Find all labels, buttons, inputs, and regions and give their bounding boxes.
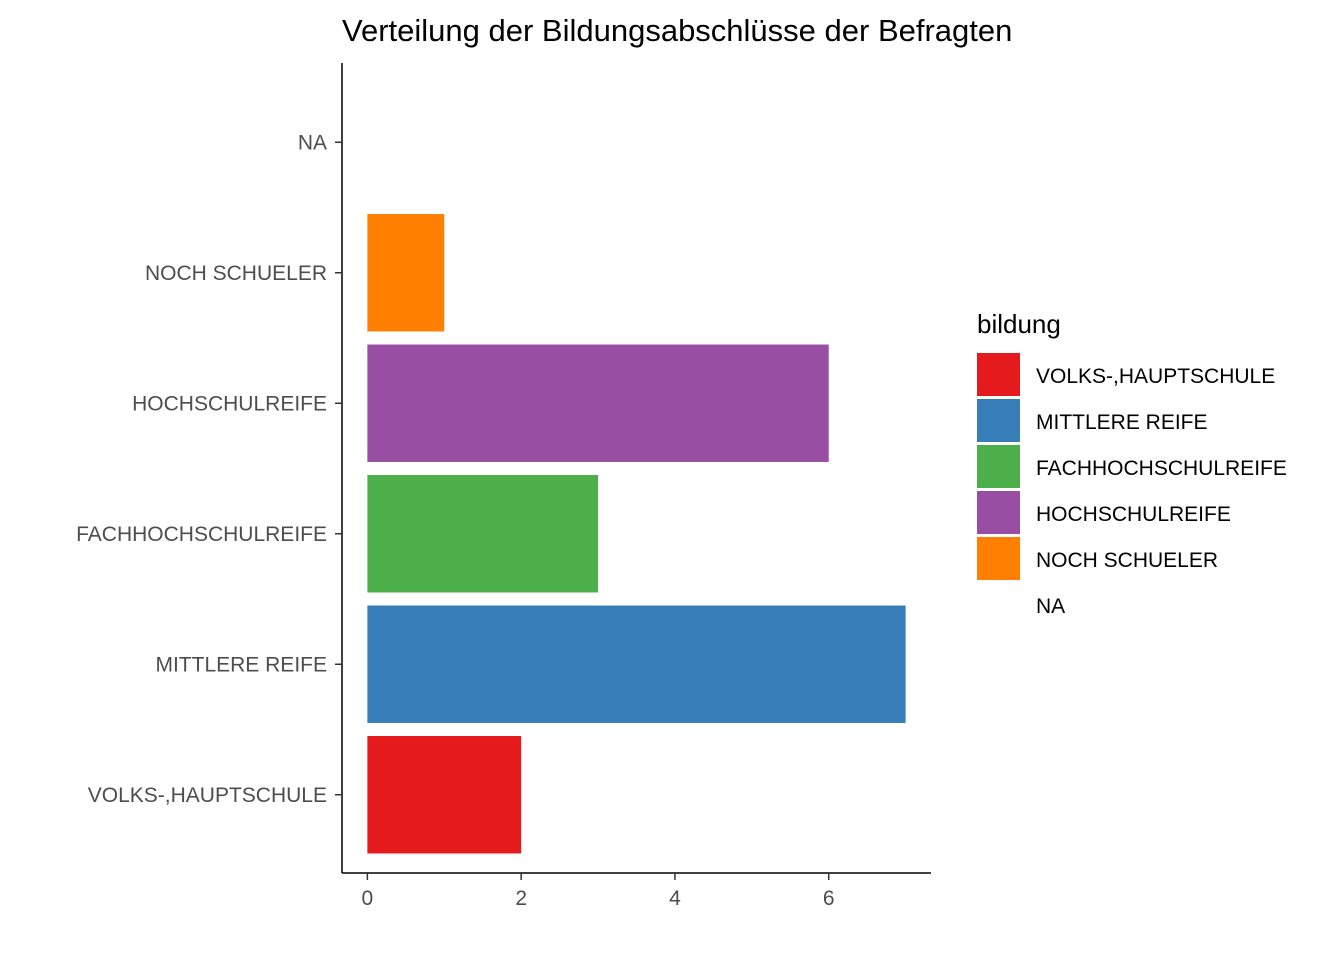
legend-label-noch-schueler: NOCH SCHUELER <box>1036 549 1218 572</box>
legend-swatch-noch-schueler <box>977 537 1020 580</box>
legend-label-mittlere-reife: MITTLERE REIFE <box>1036 411 1208 434</box>
bar-hochschulreife <box>367 344 829 462</box>
legend-label-fachhochschulreife: FACHHOCHSCHULREIFE <box>1036 457 1287 480</box>
legend: bildung VOLKS-,HAUPTSCHULE MITTLERE REIFE… <box>977 309 1287 618</box>
bar-mittlere-reife <box>367 605 906 723</box>
y-tick-label: NA <box>298 131 327 154</box>
x-tick-label: 6 <box>823 887 835 910</box>
legend-swatch-volks-hauptschule <box>977 353 1020 396</box>
y-tick-label: MITTLERE REIFE <box>155 653 327 676</box>
x-tick-label: 2 <box>515 887 527 910</box>
x-tick-label: 4 <box>669 887 681 910</box>
y-tick-label: HOCHSCHULREIFE <box>132 392 327 415</box>
plot-area: VOLKS-,HAUPTSCHULE MITTLERE REIFE FACHHOCH… <box>76 63 931 910</box>
x-tick-label: 0 <box>362 887 374 910</box>
legend-swatch-mittlere-reife <box>977 399 1020 442</box>
y-tick-label: VOLKS-,HAUPTSCHULE <box>88 784 327 807</box>
legend-label-volks-hauptschule: VOLKS-,HAUPTSCHULE <box>1036 365 1275 388</box>
chart-title: Verteilung der Bildungsabschlüsse der Be… <box>342 13 1012 48</box>
legend-swatch-hochschulreife <box>977 491 1020 534</box>
bar-noch-schueler <box>367 214 445 332</box>
legend-swatch-fachhochschulreife <box>977 445 1020 488</box>
y-tick-label: FACHHOCHSCHULREIFE <box>76 523 327 546</box>
bar-fachhochschulreife <box>367 475 599 593</box>
legend-label-hochschulreife: HOCHSCHULREIFE <box>1036 503 1231 526</box>
bar-volks-hauptschule <box>367 736 522 854</box>
y-tick-label: NOCH SCHUELER <box>145 262 327 285</box>
legend-label-na: NA <box>1036 595 1065 618</box>
legend-title: bildung <box>977 309 1061 339</box>
